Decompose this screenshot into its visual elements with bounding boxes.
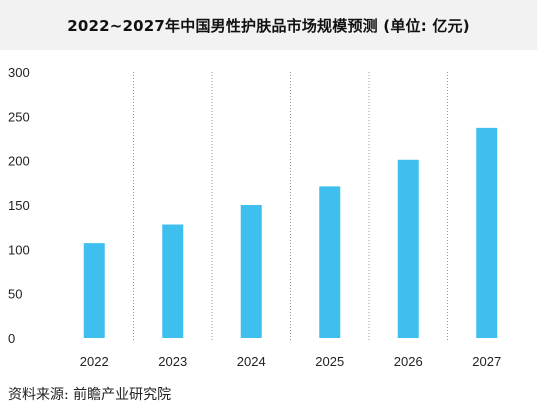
x-axis: 2022 2023 2024 2025 2026 2027 <box>80 354 501 369</box>
bar-2023 <box>162 224 184 338</box>
chart-title: 2022~2027年中国男性护肤品市场规模预测 (单位: 亿元) <box>67 16 470 35</box>
y-tick-label: 150 <box>8 198 30 213</box>
chart-area: 0 50 100 150 200 250 300 2022 2023 2024 2025 2026 2… <box>0 50 537 380</box>
y-tick-label: 200 <box>8 154 30 169</box>
x-tick-label: 2027 <box>472 354 501 369</box>
y-axis: 0 50 100 150 200 250 300 <box>8 65 30 346</box>
bar-2026 <box>397 159 419 338</box>
x-tick-label: 2026 <box>394 354 423 369</box>
x-tick-label: 2022 <box>80 354 109 369</box>
x-tick-label: 2025 <box>315 354 344 369</box>
x-tick-label: 2023 <box>158 354 187 369</box>
source-note: 资料来源: 前瞻产业研究院 <box>8 387 172 403</box>
x-tick-label: 2024 <box>237 354 266 369</box>
bar-2027 <box>476 127 498 338</box>
y-tick-label: 0 <box>8 331 15 346</box>
bar-2022 <box>83 243 105 338</box>
y-tick-label: 50 <box>8 287 22 302</box>
bars-layer <box>83 127 498 338</box>
y-tick-label: 300 <box>8 65 30 80</box>
bar-2025 <box>319 186 341 338</box>
y-tick-label: 250 <box>8 109 30 124</box>
chart-title-bar: 2022~2027年中国男性护肤品市场规模预测 (单位: 亿元) <box>0 0 537 50</box>
y-tick-label: 100 <box>8 242 30 257</box>
bar-2024 <box>240 205 262 338</box>
